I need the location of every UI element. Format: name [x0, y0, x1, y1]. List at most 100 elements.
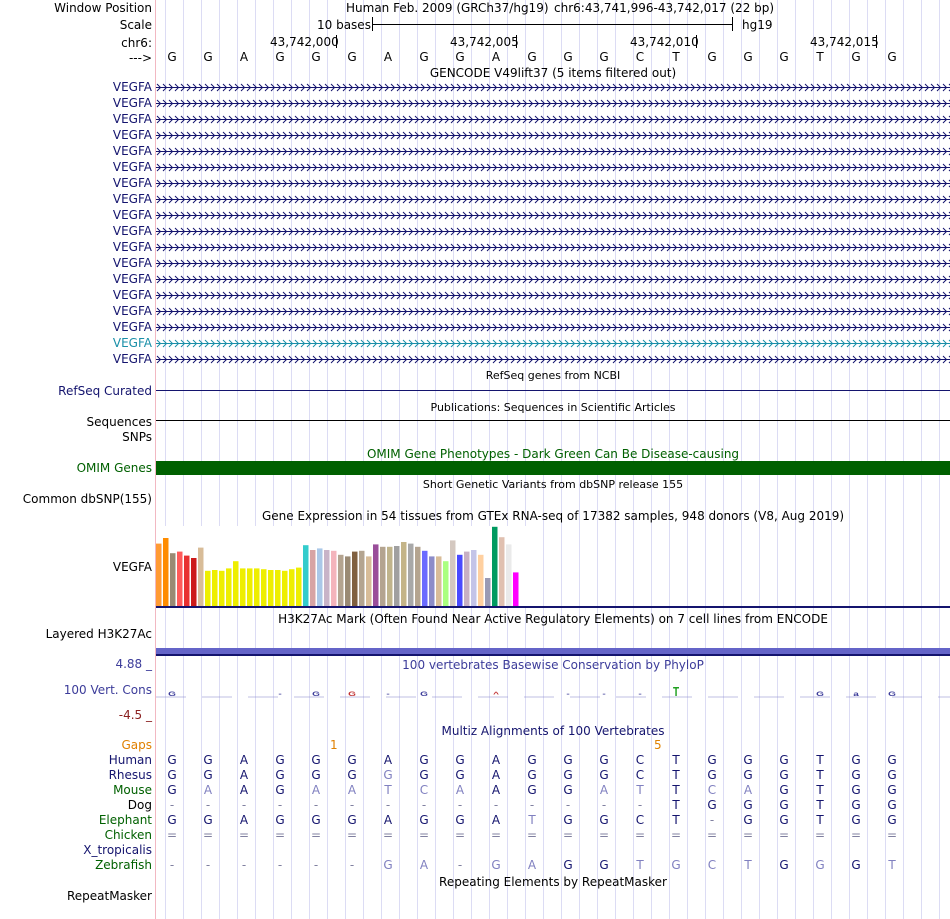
- gtex-tissue-bar[interactable]: [226, 568, 232, 606]
- gencode-transcript[interactable]: [156, 147, 950, 156]
- gtex-tissue-bar[interactable]: [184, 555, 190, 606]
- gtex-tissue-bar[interactable]: [324, 550, 330, 606]
- gtex-tissue-bar[interactable]: [373, 544, 379, 606]
- gencode-transcript[interactable]: [156, 99, 950, 108]
- snps-track-label[interactable]: SNPs: [122, 430, 152, 444]
- gtex-tissue-bar[interactable]: [163, 538, 169, 606]
- gtex-tissue-bar[interactable]: [366, 556, 372, 606]
- gtex-tissue-bar[interactable]: [268, 570, 274, 606]
- dbsnp-track-label[interactable]: Common dbSNP(155): [22, 492, 152, 506]
- gtex-tissue-bar[interactable]: [261, 569, 267, 606]
- gencode-transcript[interactable]: [156, 323, 950, 332]
- gtex-tissue-bar[interactable]: [422, 550, 428, 606]
- gtex-tissue-bar[interactable]: [345, 556, 351, 606]
- phylop-logo-plot[interactable]: G - G G - G ^ - - - T G Ga: [156, 676, 950, 721]
- gtex-tissue-bar[interactable]: [170, 553, 176, 606]
- gencode-gene-label[interactable]: VEGFA: [112, 240, 152, 254]
- species-label[interactable]: Human: [108, 753, 152, 767]
- gtex-tissue-bar[interactable]: [380, 546, 386, 606]
- gencode-gene-label[interactable]: VEGFA: [112, 176, 152, 190]
- gencode-transcript[interactable]: [156, 227, 950, 236]
- gencode-gene-label[interactable]: VEGFA: [112, 128, 152, 142]
- gtex-tissue-bar[interactable]: [240, 568, 246, 606]
- gencode-gene-label[interactable]: VEGFA: [112, 96, 152, 110]
- gtex-tissue-bar[interactable]: [450, 540, 456, 606]
- gencode-gene-label[interactable]: VEGFA: [112, 288, 152, 302]
- gencode-transcript[interactable]: [156, 195, 950, 204]
- gtex-tissue-bar[interactable]: [282, 570, 288, 606]
- h3k27ac-track-label[interactable]: Layered H3K27Ac: [45, 627, 152, 641]
- gtex-tissue-bar[interactable]: [198, 547, 204, 606]
- gtex-tissue-bar[interactable]: [457, 554, 463, 606]
- gencode-gene-label[interactable]: VEGFA: [112, 304, 152, 318]
- gtex-tissue-bar[interactable]: [177, 551, 183, 606]
- omim-track-label[interactable]: OMIM Genes: [76, 461, 152, 475]
- gtex-tissue-bar[interactable]: [394, 546, 400, 606]
- gtex-tissue-bar[interactable]: [506, 544, 512, 606]
- gtex-tissue-bar[interactable]: [191, 558, 197, 606]
- gtex-tissue-bar[interactable]: [296, 567, 302, 606]
- gtex-tissue-bar[interactable]: [303, 545, 309, 606]
- gtex-tissue-bar[interactable]: [247, 568, 253, 606]
- gencode-transcript[interactable]: [156, 163, 950, 172]
- gtex-tissue-bar[interactable]: [219, 570, 225, 606]
- gtex-tissue-bar[interactable]: [513, 572, 519, 606]
- gencode-transcript[interactable]: [156, 211, 950, 220]
- gtex-tissue-bar[interactable]: [359, 550, 365, 606]
- gtex-tissue-bar[interactable]: [254, 568, 260, 606]
- omim-gene-bar[interactable]: [156, 461, 950, 475]
- gtex-tissue-bar[interactable]: [338, 554, 344, 606]
- gtex-tissue-bar[interactable]: [478, 554, 484, 606]
- gencode-transcript[interactable]: [156, 243, 950, 252]
- gtex-tissue-bar[interactable]: [275, 570, 281, 606]
- species-label[interactable]: Zebrafish: [95, 858, 152, 872]
- gtex-track-label[interactable]: VEGFA: [112, 560, 152, 574]
- gencode-transcript[interactable]: [156, 291, 950, 300]
- gencode-transcript[interactable]: [156, 115, 950, 124]
- gencode-gene-label[interactable]: VEGFA: [112, 224, 152, 238]
- gtex-tissue-bar[interactable]: [492, 526, 498, 606]
- refseq-track-label[interactable]: RefSeq Curated: [58, 384, 152, 398]
- gencode-gene-label[interactable]: VEGFA: [112, 112, 152, 126]
- gtex-tissue-bar[interactable]: [485, 578, 491, 606]
- gencode-transcript[interactable]: [156, 131, 950, 140]
- gencode-transcript[interactable]: [156, 339, 950, 348]
- gencode-gene-label[interactable]: VEGFA: [112, 256, 152, 270]
- gtex-tissue-bar[interactable]: [415, 546, 421, 606]
- phylop-track-label[interactable]: 100 Vert. Cons: [63, 683, 152, 697]
- species-label[interactable]: Elephant: [98, 813, 152, 827]
- species-label[interactable]: Mouse: [113, 783, 152, 797]
- species-label[interactable]: Rhesus: [108, 768, 152, 782]
- publications-track-label[interactable]: Sequences: [86, 415, 152, 429]
- gencode-gene-label[interactable]: VEGFA: [112, 160, 152, 174]
- gencode-transcript[interactable]: [156, 83, 950, 92]
- gencode-transcript[interactable]: [156, 355, 950, 364]
- gencode-gene-label[interactable]: VEGFA: [112, 320, 152, 334]
- gencode-transcript[interactable]: [156, 179, 950, 188]
- gtex-tissue-bar[interactable]: [436, 556, 442, 606]
- gtex-tissue-bar[interactable]: [464, 551, 470, 606]
- gencode-gene-label[interactable]: VEGFA: [112, 352, 152, 366]
- gencode-gene-label[interactable]: VEGFA: [112, 208, 152, 222]
- gtex-tissue-bar[interactable]: [317, 548, 323, 606]
- gencode-gene-label[interactable]: VEGFA: [112, 272, 152, 286]
- refseq-track-line[interactable]: [156, 390, 950, 391]
- gtex-tissue-bar[interactable]: [408, 543, 414, 606]
- gtex-tissue-bar[interactable]: [233, 561, 239, 606]
- gtex-tissue-bar[interactable]: [156, 543, 162, 606]
- repeatmasker-track-label[interactable]: RepeatMasker: [66, 889, 152, 903]
- gtex-tissue-bar[interactable]: [331, 550, 337, 606]
- gtex-tissue-bar[interactable]: [310, 550, 316, 606]
- gencode-gene-label[interactable]: VEGFA: [112, 192, 152, 206]
- gtex-tissue-bar[interactable]: [289, 569, 295, 606]
- gencode-transcript[interactable]: [156, 259, 950, 268]
- gtex-tissue-bar[interactable]: [205, 570, 211, 606]
- gtex-tissue-bar[interactable]: [499, 537, 505, 606]
- gtex-tissue-bar[interactable]: [443, 561, 449, 606]
- gencode-gene-label[interactable]: VEGFA: [112, 144, 152, 158]
- gencode-transcript[interactable]: [156, 307, 950, 316]
- publications-track-line[interactable]: [156, 420, 950, 421]
- gencode-gene-label[interactable]: VEGFA: [112, 80, 152, 94]
- gtex-tissue-bar[interactable]: [471, 550, 477, 606]
- gtex-tissue-bar[interactable]: [387, 546, 393, 606]
